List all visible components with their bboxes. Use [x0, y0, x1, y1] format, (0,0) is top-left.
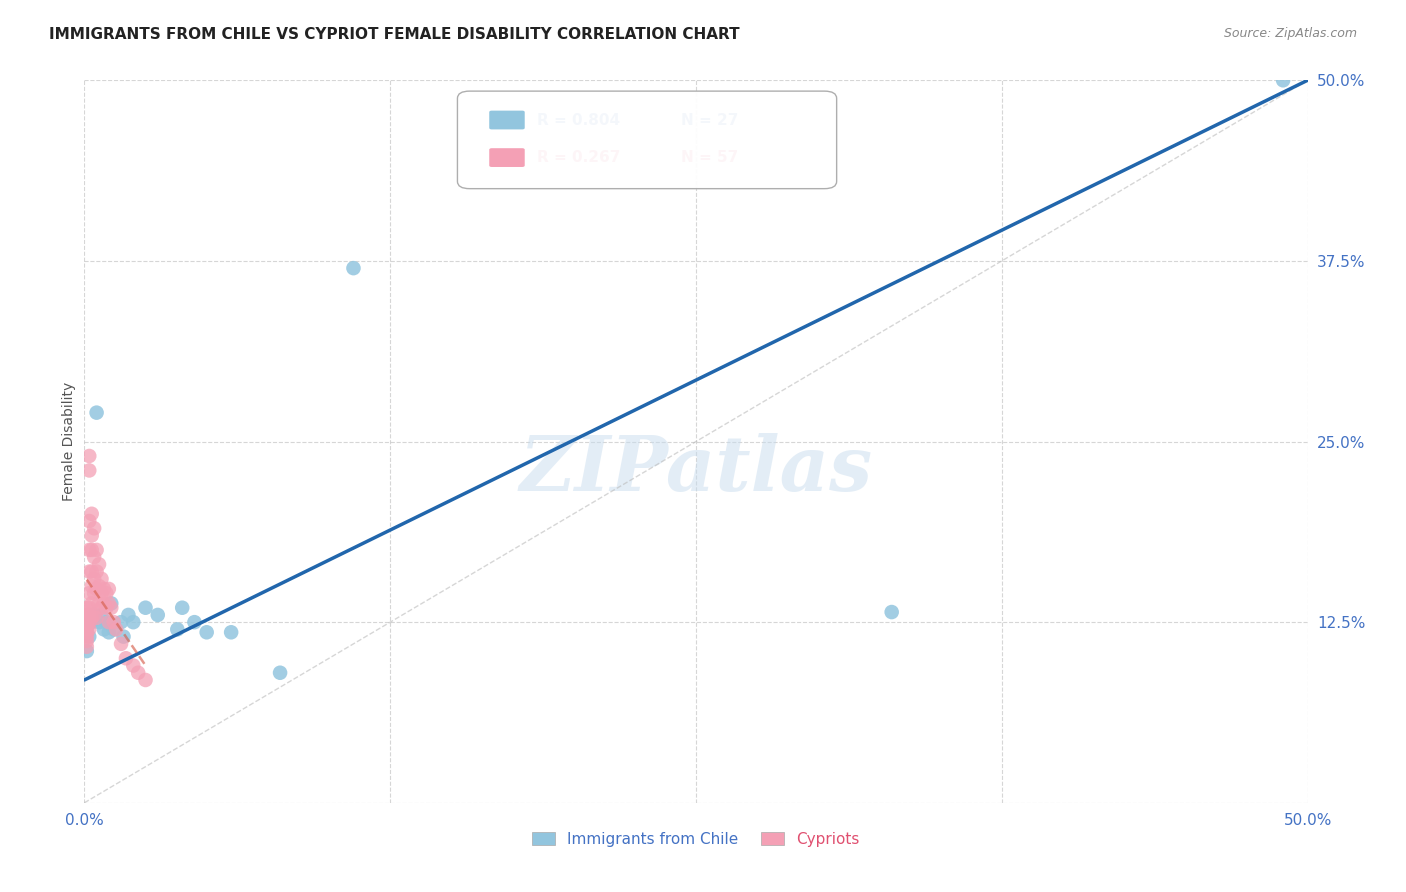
- Point: [76, 625, 98, 640]
- Point: [80, 596, 103, 610]
- Point: [96, 586, 118, 600]
- Point: [135, 600, 157, 615]
- Point: [100, 600, 122, 615]
- Point: [117, 607, 139, 622]
- Y-axis label: Female Disability: Female Disability: [62, 382, 76, 501]
- Point: [76, 640, 98, 654]
- Point: [76, 644, 98, 658]
- Point: [219, 625, 242, 640]
- Point: [77, 565, 100, 579]
- Point: [80, 507, 103, 521]
- Point: [100, 596, 122, 610]
- Text: ZIPatlas: ZIPatlas: [519, 434, 873, 508]
- Point: [166, 623, 188, 637]
- Point: [342, 261, 364, 276]
- Point: [146, 607, 169, 622]
- Point: [93, 582, 115, 596]
- Point: [76, 619, 98, 633]
- Point: [97, 625, 120, 640]
- Point: [80, 542, 103, 557]
- Point: [110, 615, 132, 630]
- Text: IMMIGRANTS FROM CHILE VS CYPRIOT FEMALE DISABILITY CORRELATION CHART: IMMIGRANTS FROM CHILE VS CYPRIOT FEMALE …: [49, 27, 740, 42]
- Point: [76, 607, 98, 622]
- Point: [87, 615, 110, 630]
- Point: [80, 611, 103, 625]
- Point: [86, 542, 108, 557]
- Point: [76, 623, 98, 637]
- Point: [86, 611, 108, 625]
- Point: [90, 586, 112, 600]
- Point: [127, 665, 149, 680]
- Point: [80, 615, 103, 630]
- Point: [83, 572, 105, 586]
- Point: [76, 634, 98, 648]
- Point: [87, 558, 110, 572]
- Point: [96, 600, 118, 615]
- Point: [86, 582, 108, 596]
- Point: [77, 630, 100, 644]
- Point: [880, 605, 903, 619]
- Point: [183, 615, 205, 630]
- Point: [77, 607, 100, 622]
- Point: [103, 623, 125, 637]
- Point: [90, 607, 112, 622]
- Point: [87, 579, 110, 593]
- Point: [110, 637, 132, 651]
- Point: [76, 615, 98, 630]
- Point: [195, 625, 218, 640]
- Point: [76, 630, 98, 644]
- Point: [83, 550, 105, 565]
- Point: [77, 449, 100, 463]
- Point: [135, 673, 157, 687]
- Point: [77, 514, 100, 528]
- Point: [86, 406, 108, 420]
- Point: [77, 615, 100, 630]
- Point: [76, 600, 98, 615]
- Point: [97, 596, 120, 610]
- FancyBboxPatch shape: [489, 111, 524, 129]
- Point: [77, 600, 100, 615]
- Point: [80, 528, 103, 542]
- Point: [103, 615, 125, 630]
- Point: [77, 463, 100, 477]
- Text: R = 0.804: R = 0.804: [537, 112, 620, 128]
- Point: [76, 611, 98, 625]
- Point: [80, 565, 103, 579]
- Point: [93, 596, 115, 610]
- Point: [77, 542, 100, 557]
- Text: N = 27: N = 27: [682, 112, 738, 128]
- Text: R = 0.267: R = 0.267: [537, 150, 620, 165]
- FancyBboxPatch shape: [457, 91, 837, 189]
- Point: [90, 572, 112, 586]
- Point: [83, 521, 105, 535]
- Point: [80, 579, 103, 593]
- Text: N = 57: N = 57: [682, 150, 738, 165]
- Point: [83, 607, 105, 622]
- Point: [97, 615, 120, 630]
- FancyBboxPatch shape: [489, 148, 524, 167]
- Point: [269, 665, 291, 680]
- Point: [122, 615, 145, 630]
- Point: [77, 623, 100, 637]
- Point: [96, 615, 118, 630]
- Point: [97, 582, 120, 596]
- Point: [1272, 73, 1295, 87]
- Point: [83, 607, 105, 622]
- Point: [112, 630, 135, 644]
- Point: [122, 658, 145, 673]
- Point: [90, 600, 112, 615]
- Point: [172, 600, 194, 615]
- Point: [115, 651, 138, 665]
- Legend: Immigrants from Chile, Cypriots: Immigrants from Chile, Cypriots: [526, 826, 866, 853]
- Point: [86, 565, 108, 579]
- Point: [77, 586, 100, 600]
- Text: Source: ZipAtlas.com: Source: ZipAtlas.com: [1223, 27, 1357, 40]
- Point: [87, 596, 110, 610]
- Point: [83, 586, 105, 600]
- Point: [93, 623, 115, 637]
- Point: [105, 623, 128, 637]
